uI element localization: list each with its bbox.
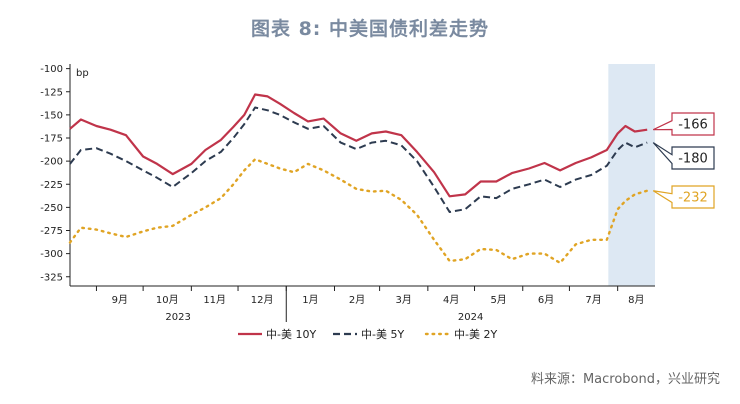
y-tick-label: -250 [40, 203, 63, 214]
y-tick-label: -100 [40, 64, 63, 75]
end-label: -166 [678, 118, 708, 133]
series-layer [68, 93, 649, 265]
y-tick-label: -300 [40, 249, 63, 260]
x-month-label: 7月 [585, 294, 601, 306]
x-month-label: 10月 [156, 294, 179, 306]
y-tick-label: -275 [40, 226, 63, 237]
legend-item: 中-美 5Y [361, 328, 404, 341]
x-year-label: 2024 [458, 312, 483, 323]
end-label-box [652, 185, 715, 209]
series-line-5y [69, 106, 648, 213]
chart-title: 图表 8: 中美国债利差走势 [250, 18, 490, 40]
x-month-label: 8月 [628, 294, 644, 306]
x-month-label: 5月 [490, 294, 506, 306]
y-tick-label: -150 [40, 110, 63, 121]
y-tick-label: -325 [40, 272, 63, 283]
x-month-label: 2月 [349, 294, 365, 306]
x-month-label: 3月 [396, 294, 412, 306]
legend-item: 中-美 10Y [266, 328, 316, 341]
y-tick-label: -125 [40, 87, 63, 98]
series-line-10y [69, 93, 648, 198]
x-month-label: 11月 [203, 294, 226, 306]
highlight-band [608, 64, 655, 286]
y-tick-label: -225 [40, 180, 63, 191]
chart-source: 料来源：Macrobond，兴业研究 [530, 372, 720, 387]
x-month-label: 1月 [302, 294, 318, 306]
x-month-label: 12月 [251, 294, 274, 306]
y-tick-label: -200 [40, 157, 63, 168]
legend: 中-美 10Y 中-美 5Y 中-美 2Y [238, 328, 497, 341]
end-label-box [652, 112, 715, 136]
axes-layer: bp -100 -125 -150 -175 -200 -225 -250 -275 -300 -3… [40, 64, 655, 323]
x-month-label: 9月 [112, 294, 128, 306]
y-tick-label: -175 [40, 134, 63, 145]
x-month-label: 6月 [538, 294, 554, 306]
x-year-label: 2023 [165, 312, 190, 323]
x-month-label: 4月 [443, 294, 459, 306]
y-axis-unit: bp [76, 68, 89, 79]
end-labels: -166 -180 -232 [652, 112, 715, 209]
end-label: -180 [678, 152, 708, 167]
series-line-2y [68, 158, 649, 265]
legend-item: 中-美 2Y [454, 328, 497, 341]
end-label: -232 [678, 191, 708, 206]
end-label-box [652, 142, 715, 170]
